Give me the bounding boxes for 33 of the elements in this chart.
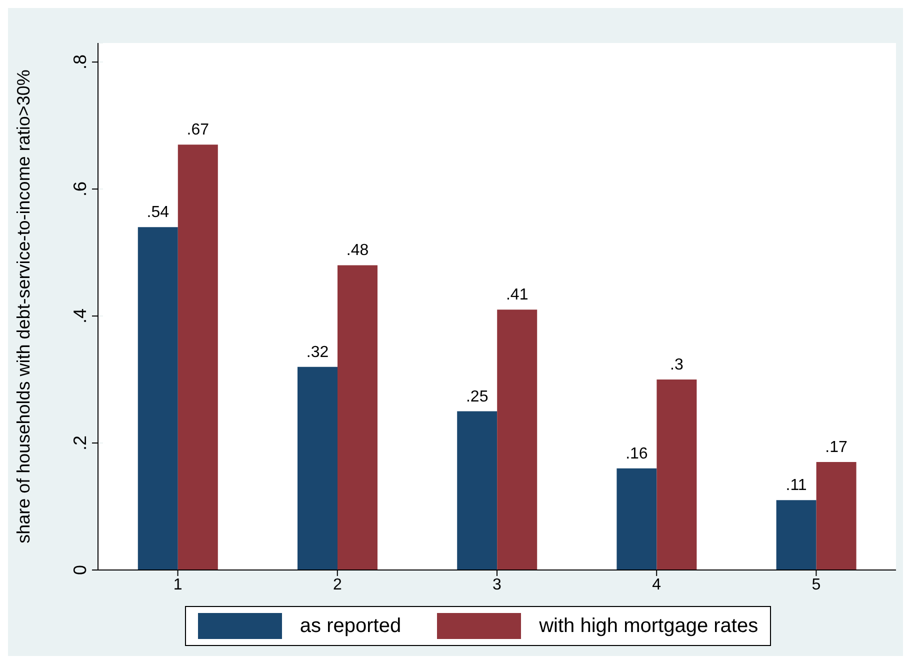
y-axis-title: share of households with debt-service-to-income ratio>30% (13, 70, 34, 544)
bar (338, 265, 378, 570)
data-label: .11 (786, 477, 807, 494)
bar (656, 380, 697, 570)
x-tick-label: 4 (652, 576, 662, 594)
y-tick-label: 0 (70, 564, 90, 576)
bar (776, 500, 816, 570)
x-tick-label: 3 (492, 576, 502, 594)
data-label: .32 (306, 344, 329, 361)
y-tick-label: .8 (70, 54, 90, 70)
y-tick-label: .6 (70, 182, 90, 197)
legend-label: with high mortgage rates (539, 614, 758, 638)
bar (298, 366, 338, 570)
data-label: .67 (186, 122, 210, 139)
bar (616, 468, 657, 570)
data-label: .17 (825, 439, 848, 456)
data-label: .41 (506, 286, 528, 304)
bar (457, 411, 498, 570)
data-label: .16 (626, 445, 648, 462)
x-tick-label: 1 (173, 576, 182, 594)
y-tick-label: .2 (70, 436, 90, 451)
bar (178, 144, 218, 570)
x-tick-label: 5 (812, 576, 821, 594)
x-tick-label: 2 (332, 576, 342, 594)
legend-label: as reported (300, 614, 402, 638)
y-tick-label: .4 (70, 308, 90, 324)
bar (816, 462, 856, 570)
data-label: .48 (346, 242, 369, 260)
bar (138, 227, 178, 570)
data-label: .25 (466, 388, 488, 406)
data-label: .54 (146, 204, 170, 222)
bar (497, 310, 538, 570)
data-label: .3 (670, 356, 684, 374)
